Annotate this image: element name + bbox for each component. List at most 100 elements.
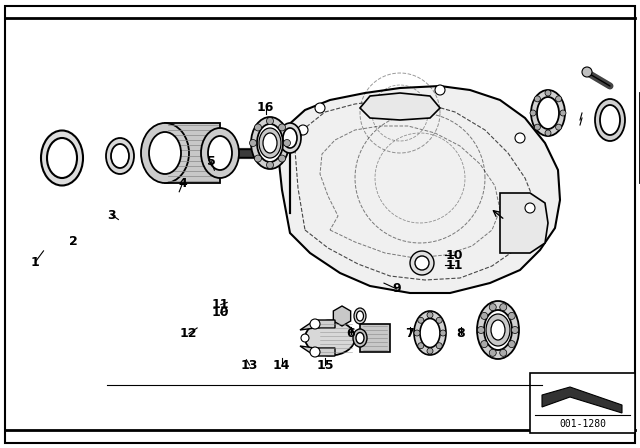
Ellipse shape — [420, 319, 440, 348]
Text: 13: 13 — [241, 358, 259, 372]
Text: 11: 11 — [445, 258, 463, 272]
Circle shape — [556, 96, 562, 102]
Text: 15: 15 — [316, 358, 334, 372]
Circle shape — [508, 312, 515, 319]
Bar — [530, 373, 635, 433]
Ellipse shape — [486, 314, 510, 346]
Text: 7: 7 — [405, 327, 414, 340]
Circle shape — [545, 130, 551, 136]
Circle shape — [278, 124, 285, 131]
Text: 11: 11 — [212, 298, 230, 311]
Circle shape — [500, 304, 507, 310]
Ellipse shape — [111, 144, 129, 168]
Circle shape — [255, 155, 262, 162]
Polygon shape — [360, 93, 440, 120]
Ellipse shape — [477, 301, 519, 359]
Text: 8: 8 — [456, 327, 465, 340]
Ellipse shape — [41, 130, 83, 185]
Ellipse shape — [414, 311, 446, 355]
Circle shape — [556, 124, 562, 130]
Circle shape — [410, 251, 434, 275]
Circle shape — [250, 139, 257, 146]
Circle shape — [310, 347, 320, 357]
Circle shape — [418, 343, 424, 349]
Bar — [360, 324, 390, 352]
Text: 12: 12 — [180, 327, 198, 340]
Circle shape — [266, 117, 273, 125]
Ellipse shape — [600, 105, 620, 135]
Circle shape — [525, 203, 535, 213]
Ellipse shape — [279, 123, 301, 153]
Circle shape — [489, 349, 496, 356]
Circle shape — [534, 124, 540, 130]
Circle shape — [508, 340, 515, 348]
Ellipse shape — [356, 311, 364, 321]
Text: 4: 4 — [178, 177, 187, 190]
Circle shape — [278, 155, 285, 162]
Circle shape — [266, 161, 273, 168]
Text: 3: 3 — [108, 208, 116, 222]
Text: 2: 2 — [69, 235, 78, 249]
Ellipse shape — [257, 124, 283, 162]
Polygon shape — [278, 86, 560, 293]
Ellipse shape — [491, 320, 505, 340]
Circle shape — [489, 304, 496, 310]
Polygon shape — [500, 193, 548, 253]
Bar — [165, 123, 220, 183]
Ellipse shape — [305, 320, 355, 356]
Ellipse shape — [149, 132, 181, 174]
Text: 10: 10 — [445, 249, 463, 262]
Circle shape — [284, 139, 291, 146]
Ellipse shape — [47, 138, 77, 178]
Circle shape — [515, 133, 525, 143]
Circle shape — [440, 330, 446, 336]
Ellipse shape — [251, 117, 289, 169]
Circle shape — [481, 312, 488, 319]
Polygon shape — [300, 320, 335, 330]
Ellipse shape — [283, 128, 297, 148]
Text: 16: 16 — [257, 101, 275, 114]
Ellipse shape — [259, 128, 281, 158]
Circle shape — [436, 343, 442, 349]
Text: 14: 14 — [273, 358, 291, 372]
Polygon shape — [542, 387, 622, 413]
Circle shape — [427, 312, 433, 318]
Text: 9: 9 — [392, 282, 401, 296]
Text: 001-1280: 001-1280 — [559, 419, 606, 429]
Ellipse shape — [531, 90, 565, 136]
Ellipse shape — [537, 97, 559, 129]
Ellipse shape — [208, 136, 232, 170]
Circle shape — [255, 124, 262, 131]
Circle shape — [436, 317, 442, 323]
Text: 5: 5 — [207, 155, 216, 168]
Circle shape — [427, 348, 433, 354]
Circle shape — [534, 96, 540, 102]
Ellipse shape — [263, 133, 277, 153]
Circle shape — [415, 256, 429, 270]
Circle shape — [418, 317, 424, 323]
Circle shape — [477, 327, 484, 333]
Circle shape — [582, 67, 592, 77]
Circle shape — [310, 319, 320, 329]
Ellipse shape — [354, 308, 366, 324]
Ellipse shape — [141, 123, 189, 183]
Ellipse shape — [595, 99, 625, 141]
Text: 10: 10 — [212, 306, 230, 319]
Ellipse shape — [201, 128, 239, 178]
Circle shape — [481, 340, 488, 348]
Circle shape — [545, 90, 551, 96]
Circle shape — [298, 125, 308, 135]
Circle shape — [315, 103, 325, 113]
Circle shape — [414, 330, 420, 336]
Ellipse shape — [353, 329, 367, 347]
Text: 1: 1 — [31, 255, 40, 269]
Circle shape — [560, 110, 566, 116]
Circle shape — [511, 327, 518, 333]
Ellipse shape — [484, 310, 512, 350]
Ellipse shape — [106, 138, 134, 174]
Circle shape — [500, 349, 507, 356]
Circle shape — [301, 334, 309, 342]
Circle shape — [530, 110, 536, 116]
Polygon shape — [300, 346, 335, 356]
Circle shape — [435, 85, 445, 95]
